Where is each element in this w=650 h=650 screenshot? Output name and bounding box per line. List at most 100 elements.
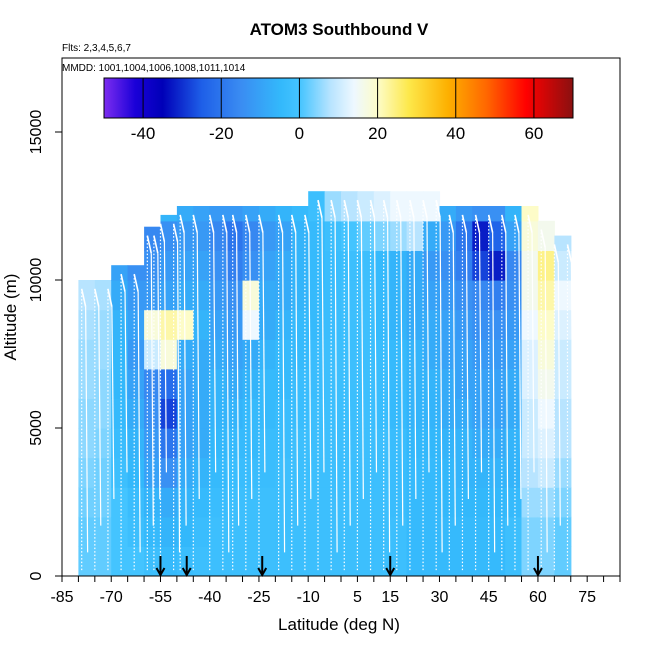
heatmap-cell [373, 220, 391, 251]
heatmap-cell [160, 398, 178, 429]
colorbar-tick-label: 60 [524, 124, 543, 143]
profile-descent [557, 262, 561, 526]
heatmap-cell [193, 487, 211, 518]
profile-top [208, 214, 215, 233]
heatmap-cell [258, 206, 276, 222]
heatmap-cell [505, 309, 523, 340]
profile-top [222, 214, 228, 233]
colorbar-tick-label: 20 [368, 124, 387, 143]
heatmap-cell [390, 368, 408, 399]
heatmap-cell [94, 368, 112, 399]
x-tick-label: -10 [297, 589, 320, 606]
heatmap-cell [226, 339, 244, 370]
heatmap-cell [308, 309, 326, 340]
heatmap-cell [111, 368, 129, 399]
heatmap-cell [160, 250, 178, 281]
profile-descent [426, 217, 430, 473]
heatmap-cell [291, 309, 309, 340]
profile-top [179, 214, 185, 233]
heatmap-cell [324, 309, 342, 340]
profile-descent [213, 232, 217, 473]
heatmap-cell [94, 546, 112, 576]
profile-descent [226, 232, 230, 553]
heatmap-cell [390, 250, 408, 281]
heatmap-cell [160, 516, 178, 547]
heatmap-cell [423, 339, 441, 370]
heatmap-cell [488, 457, 506, 488]
heatmap-cell [488, 339, 506, 370]
profile-descent [262, 232, 266, 473]
heatmap-cell [439, 516, 457, 547]
heatmap-cell [127, 487, 145, 518]
heatmap-cell [111, 516, 129, 547]
heatmap-cell [160, 428, 178, 459]
heatmap-cell [94, 339, 112, 370]
heatmap-cell [439, 457, 457, 488]
heatmap-cell [258, 250, 276, 281]
heatmap-cell [308, 487, 326, 518]
profile-top [461, 214, 468, 233]
profile-descent [531, 232, 535, 473]
heatmap-cell [127, 368, 145, 399]
x-tick-label: -85 [50, 589, 73, 606]
heatmap-cell [209, 250, 227, 281]
profile-top [501, 214, 507, 233]
heatmap-cell [472, 487, 490, 518]
heatmap-cell [390, 309, 408, 340]
heatmap-cell [291, 398, 309, 429]
heatmap-cell [308, 280, 326, 311]
heatmap-cell [275, 220, 293, 251]
heatmap-cell [324, 428, 342, 459]
heatmap-cell [373, 487, 391, 518]
heatmap-cell [455, 280, 473, 311]
profile-top [396, 199, 402, 219]
heatmap-cell [242, 220, 260, 251]
heatmap-cell [521, 206, 539, 222]
down-arrow-icon [533, 556, 543, 578]
flight-profiles [80, 199, 575, 571]
profile-top [343, 199, 350, 219]
heatmap-cell [406, 250, 424, 281]
heatmap-cell [226, 206, 244, 222]
y-tick-label: 5000 [28, 410, 45, 446]
heatmap-cell [258, 457, 276, 488]
heatmap-cell [275, 250, 293, 281]
y-axis-label: Altitude (m) [1, 274, 20, 361]
heatmap-cell [505, 428, 523, 459]
heatmap-cell [291, 250, 309, 281]
y-tick-label: 15000 [28, 110, 45, 155]
x-axis-label: Latitude (deg N) [278, 615, 400, 634]
y-tick-label: 0 [28, 571, 45, 580]
heatmap-cell [423, 309, 441, 340]
heatmap-cell [357, 250, 375, 281]
heatmap-cell [537, 516, 555, 547]
heatmap-cell [144, 226, 162, 251]
heatmap-cell [521, 309, 539, 340]
profile-top [153, 235, 159, 254]
heatmap-cell [554, 546, 572, 576]
heatmap-cell [275, 309, 293, 340]
heatmap-cell [176, 206, 194, 222]
chart-title: ATOM3 Southbound V [250, 20, 429, 39]
heatmap-cell [488, 516, 506, 547]
heatmap-cell [439, 206, 457, 222]
heatmap-cell [439, 546, 457, 576]
heatmap-cell [324, 280, 342, 311]
heatmap-cell [209, 368, 227, 399]
heatmap-cell [472, 250, 490, 281]
heatmap-cell [423, 280, 441, 311]
profile-top [330, 199, 336, 219]
x-tick-label: -25 [247, 589, 270, 606]
heatmap-cell [78, 546, 96, 576]
heatmap-cell [357, 220, 375, 251]
heatmap-cell [209, 516, 227, 547]
heatmap-cell [242, 206, 260, 222]
profile-descent [439, 217, 443, 553]
heatmap-cell [341, 250, 358, 281]
profile-top [422, 199, 428, 219]
profile-descent [98, 306, 102, 526]
heatmap-cell [439, 280, 457, 311]
heatmap-cell [258, 516, 276, 547]
heatmap-cell [488, 398, 506, 429]
heatmap-cell [537, 220, 555, 251]
